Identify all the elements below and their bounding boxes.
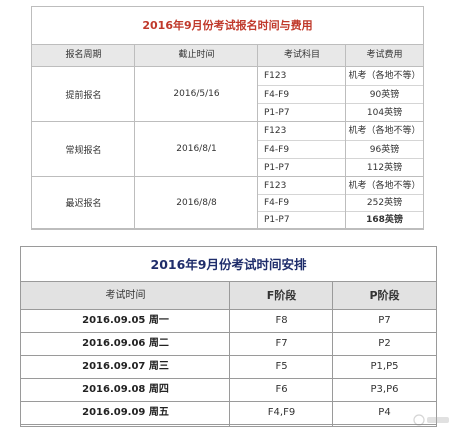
exam-date: 2016.09.08 周四 — [82, 384, 169, 395]
f-stage-cell: F7 — [275, 338, 288, 349]
fee-cell: 96英镑 — [369, 145, 400, 155]
fee-cell: 168英镑 — [366, 215, 403, 225]
fee-cell: 机考（各地不等） — [348, 71, 421, 81]
schedule-table: 2016年9月份考试时间安排 考试时间 F阶段 P阶段 2016.09.05 周… — [20, 246, 437, 427]
subject-cell: F123 — [264, 181, 287, 191]
f-stage-cell: F5 — [275, 361, 288, 372]
subject-cell: P1-P7 — [264, 163, 290, 173]
fees-group-regular: 常规报名 2016/8/1 F123 机考（各地不等） F4-F9 96英镑 P… — [32, 122, 423, 177]
exam-date: 2016.09.05 周一 — [82, 315, 169, 326]
group-deadline: 2016/5/16 — [173, 89, 220, 99]
p-stage-cell: P4 — [378, 407, 391, 418]
header-subject: 考试科目 — [283, 50, 320, 60]
header-f-stage: F阶段 — [266, 289, 297, 302]
fees-group-early: 提前报名 2016/5/16 F123 机考（各地不等） F4-F9 90英镑 … — [32, 67, 423, 122]
p-stage-cell: P2 — [378, 338, 391, 349]
header-p-stage: P阶段 — [369, 289, 400, 302]
subject-cell: F123 — [264, 126, 287, 136]
table-row: 2016.09.08 周四 F6 P3,P6 — [21, 379, 436, 402]
f-stage-cell: F8 — [275, 315, 288, 326]
group-period: 提前报名 — [65, 90, 102, 101]
schedule-table-header: 考试时间 F阶段 P阶段 — [21, 282, 436, 310]
table-row: 2016.09.05 周一 F8 P7 — [21, 310, 436, 333]
row-divider — [258, 85, 423, 86]
exam-date: 2016.09.07 周三 — [82, 361, 169, 372]
table-row: 2016.09.09 周五 F4,F9 P4 — [21, 402, 436, 425]
subject-cell: F4-F9 — [264, 90, 290, 100]
header-fee: 考试费用 — [366, 50, 403, 60]
subject-cell: F4-F9 — [264, 145, 290, 155]
p-stage-cell: P1,P5 — [370, 361, 399, 372]
column-divider — [332, 282, 333, 426]
p-stage-cell: P3,P6 — [370, 384, 399, 395]
fee-cell: 112英镑 — [366, 163, 403, 173]
f-stage-cell: F6 — [275, 384, 288, 395]
fee-cell: 104英镑 — [366, 108, 403, 118]
header-deadline: 截止时间 — [178, 50, 215, 60]
row-divider — [258, 194, 423, 195]
row-divider — [258, 140, 423, 141]
column-divider — [134, 45, 135, 229]
row-divider — [258, 211, 423, 212]
table-row: 2016.09.06 周二 F7 P2 — [21, 333, 436, 356]
watermark-icon — [413, 414, 449, 426]
fees-table: 2016年9月份考试报名时间与费用 报名周期 截止时间 考试科目 考试费用 提前… — [31, 6, 424, 230]
header-exam-time: 考试时间 — [105, 290, 146, 301]
fees-table-title: 2016年9月份考试报名时间与费用 — [32, 7, 423, 45]
exam-date: 2016.09.09 周五 — [82, 407, 169, 418]
exam-date: 2016.09.06 周二 — [82, 338, 169, 349]
group-deadline: 2016/8/1 — [176, 144, 217, 154]
f-stage-cell: F4,F9 — [267, 407, 296, 418]
subject-cell: F123 — [264, 71, 287, 81]
column-divider — [229, 282, 230, 426]
fees-group-late: 最迟报名 2016/8/8 F123 机考（各地不等） F4-F9 252英镑 … — [32, 177, 423, 229]
fees-table-header: 报名周期 截止时间 考试科目 考试费用 — [32, 45, 423, 67]
subject-cell: P1-P7 — [264, 215, 290, 225]
row-divider — [258, 158, 423, 159]
fee-cell: 90英镑 — [369, 90, 400, 100]
group-deadline: 2016/8/8 — [176, 197, 217, 208]
column-divider — [257, 45, 258, 229]
subject-cell: F4-F9 — [264, 198, 290, 208]
fee-cell: 252英镑 — [366, 198, 403, 208]
header-period: 报名周期 — [65, 50, 102, 60]
subject-cell: P1-P7 — [264, 108, 290, 118]
group-period: 最迟报名 — [65, 199, 102, 209]
group-period: 常规报名 — [65, 145, 102, 156]
row-divider — [258, 103, 423, 104]
fee-cell: 机考（各地不等） — [348, 181, 421, 191]
fee-cell: 机考（各地不等） — [348, 126, 421, 136]
p-stage-cell: P7 — [378, 315, 391, 326]
column-divider — [345, 45, 346, 229]
schedule-table-title: 2016年9月份考试时间安排 — [21, 247, 436, 282]
table-row: 2016.09.07 周三 F5 P1,P5 — [21, 356, 436, 379]
